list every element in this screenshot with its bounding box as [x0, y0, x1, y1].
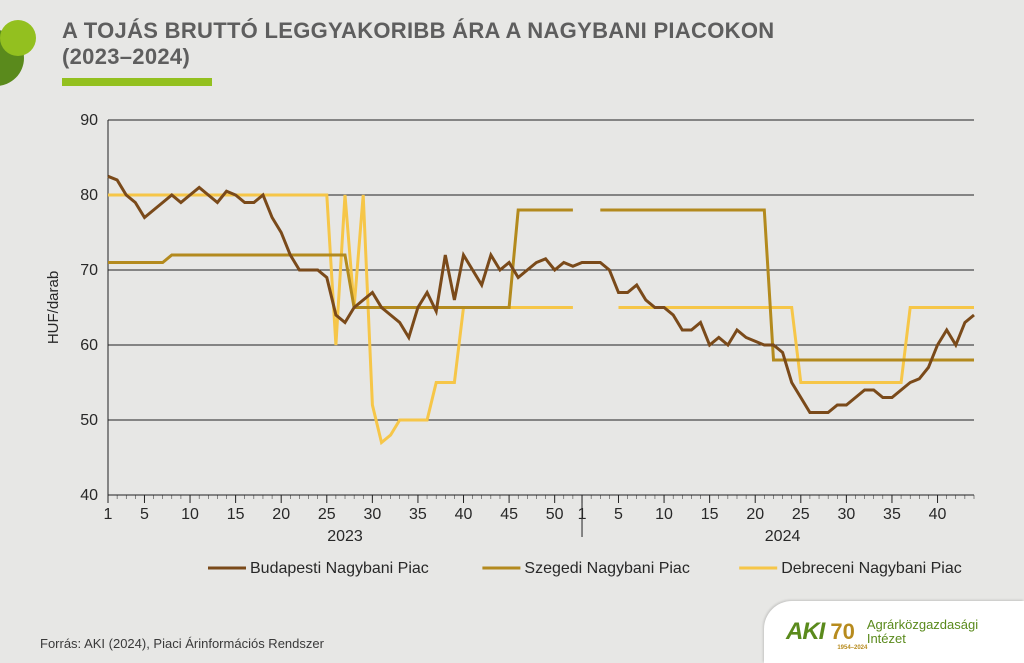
svg-text:2023: 2023: [327, 528, 363, 545]
corner-logo-icon: [0, 18, 50, 98]
price-chart: 4050607080901510152025303540455015101520…: [40, 100, 984, 590]
svg-text:80: 80: [80, 187, 98, 204]
svg-text:40: 40: [929, 506, 947, 523]
page-title: A TOJÁS BRUTTÓ LEGGYAKORIBB ÁRA A NAGYBA…: [62, 18, 962, 71]
svg-text:50: 50: [80, 412, 98, 429]
svg-text:5: 5: [614, 506, 623, 523]
svg-text:30: 30: [363, 506, 381, 523]
svg-text:1: 1: [578, 506, 587, 523]
svg-text:10: 10: [655, 506, 673, 523]
svg-text:60: 60: [80, 337, 98, 354]
aki-brand: AKI: [786, 618, 824, 646]
svg-text:90: 90: [80, 112, 98, 129]
svg-text:1: 1: [104, 506, 113, 523]
title-line-2: (2023–2024): [62, 44, 190, 69]
svg-text:35: 35: [409, 506, 427, 523]
source-text: Forrás: AKI (2024), Piaci Árinformációs …: [40, 636, 324, 651]
svg-text:25: 25: [318, 506, 336, 523]
chart-svg: 4050607080901510152025303540455015101520…: [40, 100, 984, 590]
aki-anniversary: 70 1954–2024: [830, 619, 854, 645]
svg-text:10: 10: [181, 506, 199, 523]
aki-org-name: Agrárközgazdasági Intézet: [867, 618, 978, 645]
svg-text:5: 5: [140, 506, 149, 523]
svg-text:40: 40: [455, 506, 473, 523]
svg-text:30: 30: [837, 506, 855, 523]
svg-text:40: 40: [80, 487, 98, 504]
svg-text:Budapesti Nagybani Piac: Budapesti Nagybani Piac: [250, 560, 429, 577]
svg-text:15: 15: [701, 506, 719, 523]
title-underline: [62, 78, 212, 86]
svg-text:HUF/darab: HUF/darab: [45, 271, 62, 344]
svg-text:50: 50: [546, 506, 564, 523]
svg-text:70: 70: [80, 262, 98, 279]
svg-text:20: 20: [746, 506, 764, 523]
svg-text:20: 20: [272, 506, 290, 523]
svg-text:35: 35: [883, 506, 901, 523]
title-line-1: A TOJÁS BRUTTÓ LEGGYAKORIBB ÁRA A NAGYBA…: [62, 18, 774, 43]
svg-text:2024: 2024: [765, 528, 801, 545]
svg-text:Szegedi Nagybani Piac: Szegedi Nagybani Piac: [524, 560, 689, 577]
svg-text:25: 25: [792, 506, 810, 523]
svg-text:Debreceni Nagybani Piac: Debreceni Nagybani Piac: [781, 560, 962, 577]
svg-text:45: 45: [500, 506, 518, 523]
footer-logo: AKI 70 1954–2024 Agrárközgazdasági Intéz…: [764, 601, 1024, 663]
svg-text:15: 15: [227, 506, 245, 523]
